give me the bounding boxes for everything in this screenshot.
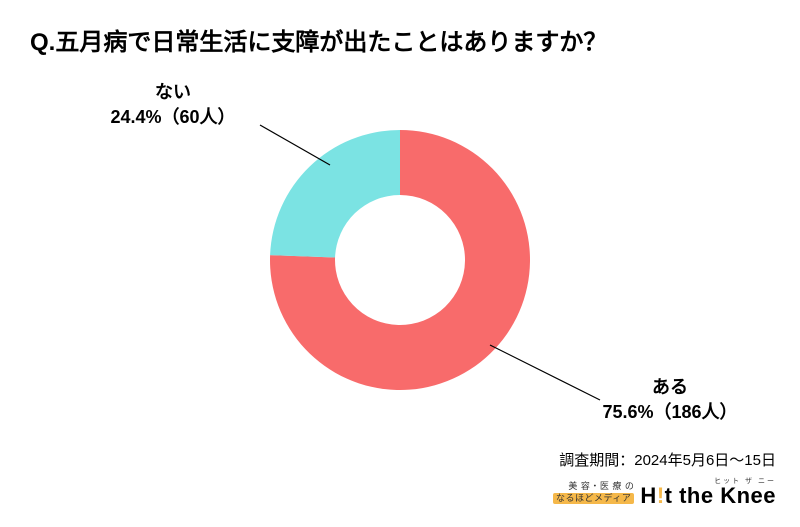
logo-tagline: 美 容・医 療 の なるほどメディア bbox=[553, 481, 634, 504]
survey-period: 調査期間：2024年5月6日〜15日 bbox=[553, 449, 776, 470]
chart-title: Q.五月病で日常生活に支障が出たことはありますか？ bbox=[30, 22, 607, 57]
logo-tag-top: 美 容・医 療 の bbox=[568, 481, 634, 492]
slice-label-aru: ある 75.6%（186人） bbox=[565, 375, 775, 425]
logo-main-wrap: ヒット ザ ニー H!t the Knee bbox=[640, 476, 776, 509]
footer: 調査期間：2024年5月6日〜15日 美 容・医 療 の なるほどメディア ヒッ… bbox=[553, 449, 776, 509]
donut-chart: ある 75.6%（186人） ない 24.4%（60人） bbox=[0, 90, 800, 430]
slice-name-aru: ある bbox=[565, 375, 775, 400]
slice-label-nai: ない 24.4%（60人） bbox=[68, 80, 278, 130]
slice-stat-aru: 75.6%（186人） bbox=[565, 400, 775, 425]
brand-logo: 美 容・医 療 の なるほどメディア ヒット ザ ニー H!t the Knee bbox=[553, 476, 776, 509]
slice-stat-nai: 24.4%（60人） bbox=[68, 105, 278, 130]
logo-wordmark: H!t the Knee bbox=[640, 483, 776, 509]
slice-name-nai: ない bbox=[68, 80, 278, 105]
logo-tag-sub: なるほどメディア bbox=[553, 493, 634, 504]
logo-pre: H bbox=[640, 483, 656, 509]
logo-exclamation-icon: ! bbox=[657, 483, 665, 509]
logo-post: t the Knee bbox=[665, 483, 776, 509]
